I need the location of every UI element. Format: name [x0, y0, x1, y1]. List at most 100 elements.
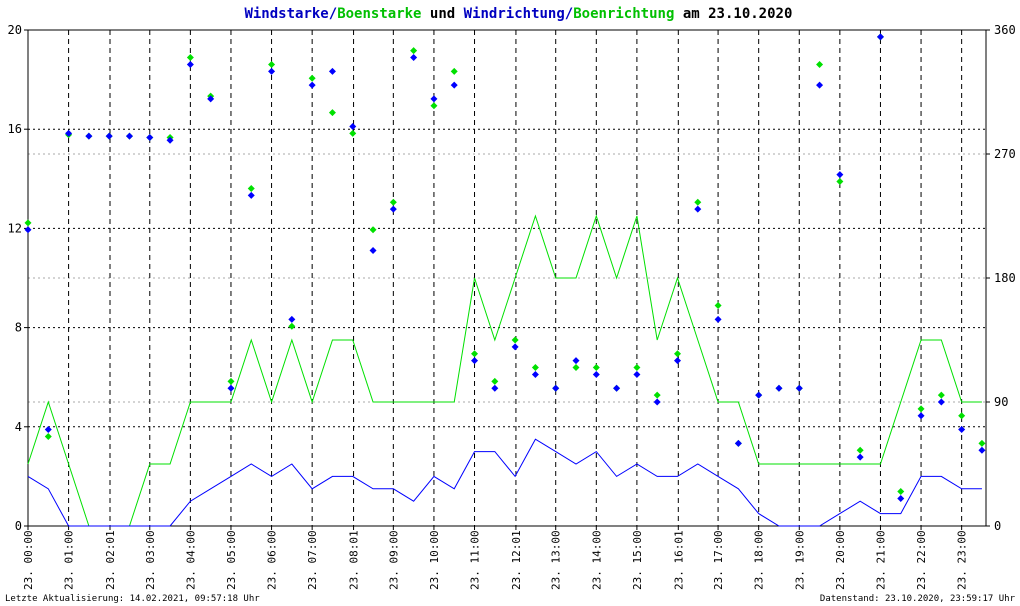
direction-point: [673, 357, 681, 365]
title-part: Windrichtung: [464, 6, 565, 22]
x-tick-label: 23. 19:00: [793, 530, 806, 590]
footer-right: Datenstand: 23.10.2020, 23:59:17 Uhr: [820, 594, 1016, 604]
direction-point: [511, 336, 519, 344]
direction-point: [450, 81, 458, 89]
x-tick-label: 23. 05:00: [225, 530, 238, 590]
title-part: Boenstarke: [337, 6, 421, 22]
direction-point: [227, 384, 235, 392]
direction-point: [856, 446, 864, 454]
direction-point: [247, 184, 255, 192]
direction-point: [937, 398, 945, 406]
direction-point: [531, 364, 539, 372]
x-tick-label: 23. 15:00: [631, 530, 644, 590]
direction-point: [328, 67, 336, 75]
direction-point: [471, 357, 479, 365]
direction-point: [552, 384, 560, 392]
x-tick-label: 23. 16:01: [672, 530, 685, 590]
x-tick-label: 23. 13:00: [550, 530, 563, 590]
direction-point: [816, 60, 824, 68]
x-tick-label: 23. 22:00: [915, 530, 928, 590]
direction-point: [775, 384, 783, 392]
direction-point: [592, 370, 600, 378]
direction-point: [389, 198, 397, 206]
direction-point: [897, 488, 905, 496]
series-line: [27, 438, 982, 527]
direction-point: [734, 439, 742, 447]
direction-point: [856, 453, 864, 461]
x-tick-label: 23. 07:00: [306, 530, 319, 590]
direction-point: [125, 132, 133, 140]
direction-point: [207, 95, 215, 103]
direction-point: [430, 102, 438, 110]
y2-tick-label: 180: [994, 271, 1016, 285]
direction-point: [410, 47, 418, 55]
y-tick-label: 16: [8, 122, 22, 136]
direction-point: [714, 315, 722, 323]
x-tick-label: 23. 03:00: [144, 530, 157, 590]
plot-frame: [27, 29, 987, 527]
x-tick-label: 23. 08:01: [348, 530, 361, 590]
direction-point: [917, 405, 925, 413]
direction-point: [268, 60, 276, 68]
direction-point: [511, 343, 519, 351]
direction-point: [633, 364, 641, 372]
direction-point: [836, 178, 844, 186]
x-tick-label: 23. 18:00: [753, 530, 766, 590]
direction-point: [917, 412, 925, 420]
direction-point: [572, 357, 580, 365]
direction-point: [491, 377, 499, 385]
x-tick-label: 23. 20:00: [834, 530, 847, 590]
direction-point: [227, 377, 235, 385]
direction-point: [105, 132, 113, 140]
direction-point: [876, 33, 884, 41]
direction-point: [328, 109, 336, 117]
x-tick-label: 23. 11:00: [469, 530, 482, 590]
direction-point: [166, 136, 174, 144]
direction-point: [288, 315, 296, 323]
x-tick-label: 23. 14:00: [590, 530, 603, 590]
series-line: [27, 214, 982, 527]
y-tick-label: 12: [8, 221, 22, 235]
direction-point: [349, 129, 357, 137]
direction-point: [978, 439, 986, 447]
x-tick-label: 23. 02:01: [104, 530, 117, 590]
y-tick-label: 20: [8, 23, 22, 37]
direction-point: [673, 350, 681, 358]
x-tick-label: 23. 04:00: [184, 530, 197, 590]
direction-point: [450, 67, 458, 75]
x-tick-label: 23. 23:00: [956, 530, 969, 590]
direction-point: [85, 132, 93, 140]
direction-point: [146, 133, 154, 141]
direction-point: [572, 364, 580, 372]
direction-point: [592, 364, 600, 372]
x-tick-label: 23. 17:00: [712, 530, 725, 590]
y-tick-label: 8: [15, 321, 22, 335]
direction-point: [349, 122, 357, 130]
direction-point: [653, 398, 661, 406]
title-part: Boenrichtung: [573, 6, 674, 22]
direction-point: [978, 446, 986, 454]
x-tick-label: 23. 00:00: [22, 530, 35, 590]
direction-point: [308, 81, 316, 89]
y2-tick-label: 360: [994, 23, 1016, 37]
direction-point: [268, 67, 276, 75]
direction-point: [24, 226, 32, 234]
direction-point: [288, 322, 296, 330]
direction-point: [471, 350, 479, 358]
direction-point: [44, 426, 52, 434]
x-tick-label: 23. 10:00: [428, 530, 441, 590]
footer-left: Letzte Aktualisierung: 14.02.2021, 09:57…: [5, 594, 260, 604]
direction-point: [958, 412, 966, 420]
title-part: am 23.10.2020: [674, 6, 792, 22]
x-tick-label: 23. 09:00: [387, 530, 400, 590]
direction-point: [653, 391, 661, 399]
y2-tick-label: 90: [994, 395, 1008, 409]
x-tick-label: 23. 06:00: [266, 530, 279, 590]
direction-point: [694, 205, 702, 213]
y2-tick-label: 0: [994, 519, 1001, 533]
direction-point: [795, 384, 803, 392]
direction-point: [958, 426, 966, 434]
title-part: /: [565, 6, 573, 22]
direction-point: [430, 95, 438, 103]
